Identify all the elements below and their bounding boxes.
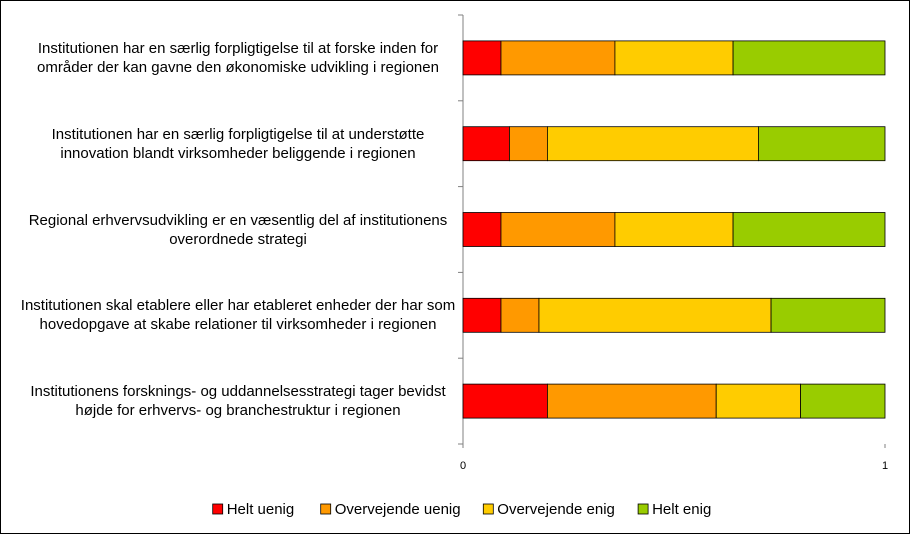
- legend-swatch: [637, 503, 649, 515]
- category-label: Institutionen har en særlig forpligtigel…: [37, 39, 439, 76]
- bar-segment: [538, 297, 772, 333]
- bar-segment: [758, 126, 886, 162]
- category-label: Regional erhvervsudvikling er en væsentl…: [28, 211, 448, 248]
- bar-segment: [462, 383, 548, 419]
- legend-swatch: [482, 503, 494, 515]
- bar-segment: [462, 212, 502, 247]
- x-tick-label: 1: [882, 460, 888, 472]
- bar-segment: [462, 40, 502, 76]
- bar-segment: [732, 40, 886, 76]
- bar-segment: [800, 383, 886, 419]
- bar-segment: [715, 383, 802, 419]
- bar-segment: [614, 40, 734, 76]
- bar-segment: [509, 126, 548, 162]
- legend-label: Helt enig: [652, 501, 711, 518]
- legend-swatch: [212, 503, 224, 515]
- bar-segment: [732, 212, 886, 247]
- bar-segment: [614, 212, 734, 247]
- category-label: Institutionens forsknings- og uddannelse…: [30, 383, 446, 420]
- category-label: Institutionen har en særlig forpligtigel…: [51, 125, 425, 162]
- category-label: Institutionen skal etablere eller har et…: [20, 297, 456, 334]
- legend-label: Overvejende uenig: [335, 501, 461, 518]
- legend-label: Overvejende enig: [497, 501, 615, 518]
- bar-segment: [770, 297, 886, 333]
- bar-segment: [547, 383, 717, 419]
- bar-segment: [547, 126, 759, 162]
- bar-segment: [500, 40, 616, 76]
- bar-segment: [462, 297, 502, 333]
- x-tick-label: 0: [460, 460, 466, 472]
- legend-swatch: [320, 503, 332, 515]
- legend-label: Helt uenig: [227, 501, 295, 518]
- bar-segment: [462, 126, 510, 162]
- bar-segment: [500, 297, 540, 333]
- bar-segment: [500, 212, 616, 247]
